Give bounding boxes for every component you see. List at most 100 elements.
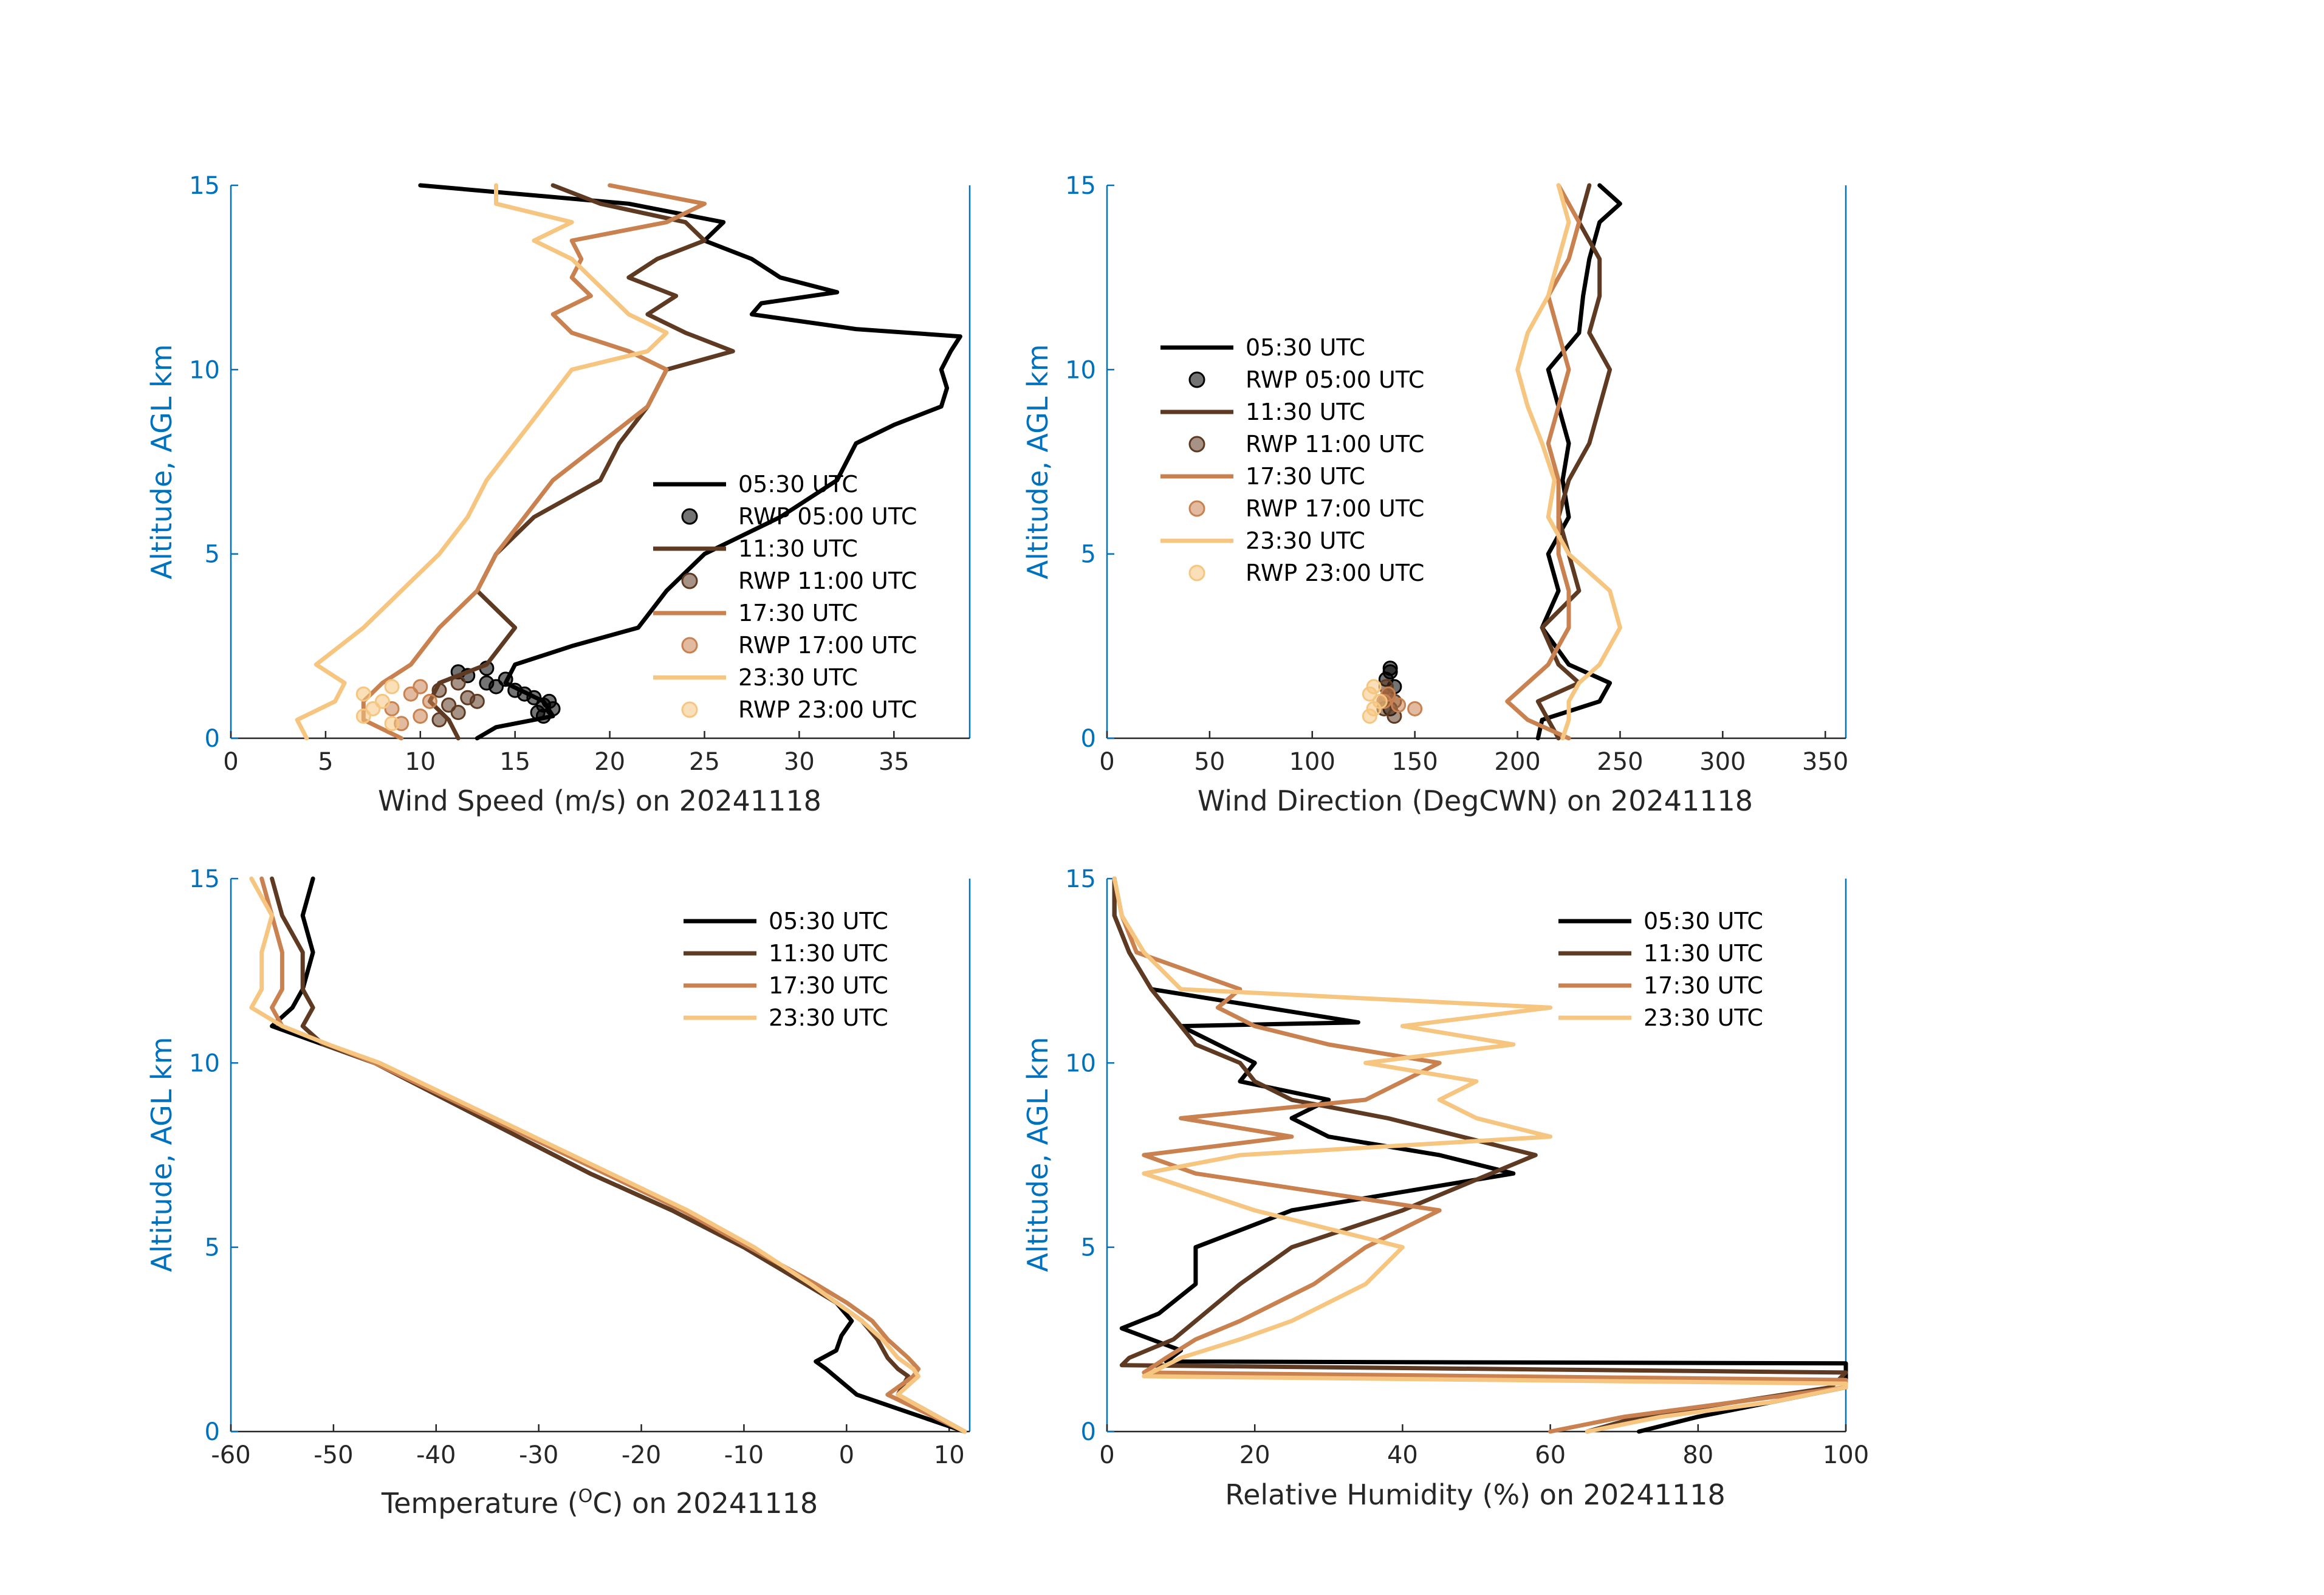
relative-humidity-legend: 05:30 UTC 11:30 UTC 17:30 UTC 23:30 UTC — [1558, 908, 1763, 1031]
temperature-xtick-label: 10 — [934, 1441, 965, 1469]
relative-humidity-legend-label: 17:30 UTC — [1644, 972, 1763, 999]
relative-humidity-series-line — [1112, 876, 1848, 1434]
wind-speed-legend-label: RWP 05:00 UTC — [738, 503, 917, 530]
temperature-ytick-label: 15 — [189, 865, 220, 893]
wind-speed-data-point — [507, 682, 523, 698]
temperature-ytick-label: 5 — [205, 1234, 220, 1262]
wind-direction-legend-marker — [1188, 500, 1205, 517]
wind-direction-ytick-label: 15 — [1065, 172, 1096, 200]
wind-direction-xtick-label: 0 — [1099, 748, 1114, 776]
temperature-xlabel-prefix: Temperature ( — [381, 1487, 578, 1520]
wind-direction-legend-marker — [1188, 436, 1205, 453]
wind-speed-xtick-label: 20 — [594, 748, 625, 776]
wind-speed-ylabel: Altitude, AGL km — [145, 344, 178, 579]
wind-speed-data-point — [541, 693, 557, 709]
wind-direction-xtick-label: 250 — [1597, 748, 1643, 776]
relative-humidity-series-line — [1112, 876, 1848, 1434]
wind-direction-ytick-label: 5 — [1081, 541, 1096, 569]
panel-relative-humidity-plot: 0 20 40 60 80 100 0 5 10 15 05:30 UTC 11:30 UTC 17:3… — [1065, 865, 1869, 1469]
wind-direction-xtick-label: 300 — [1699, 748, 1746, 776]
relative-humidity-ylabel: Altitude, AGL km — [1021, 1037, 1054, 1272]
panel-wind-speed-plot: 0 5 10 15 20 25 30 35 0 5 10 15 05:30 UTC RWP 05:00 U… — [189, 172, 971, 776]
relative-humidity-ytick-label: 15 — [1065, 865, 1096, 893]
temperature-legend-label: 17:30 UTC — [769, 972, 888, 999]
wind-speed-data-point — [422, 693, 437, 709]
wind-direction-legend-label: 23:30 UTC — [1246, 527, 1365, 554]
temperature-xtick-label: -30 — [519, 1441, 558, 1469]
temperature-series-line — [259, 876, 967, 1434]
relative-humidity-xtick-label: 40 — [1387, 1441, 1418, 1469]
wind-speed-data-point — [431, 682, 447, 698]
wind-speed-xtick-label: 15 — [499, 748, 530, 776]
wind-speed-legend-label: RWP 17:00 UTC — [738, 632, 917, 659]
relative-humidity-legend-label: 11:30 UTC — [1644, 940, 1763, 967]
wind-direction-xtick-label: 50 — [1194, 748, 1225, 776]
temperature-xtick-label: 0 — [839, 1441, 854, 1469]
wind-direction-legend-label: RWP 23:00 UTC — [1246, 560, 1424, 586]
wind-speed-data-point — [479, 675, 495, 691]
wind-speed-legend-marker — [681, 701, 698, 718]
wind-speed-data-point — [355, 686, 371, 702]
wind-speed-ytick-label: 10 — [189, 356, 220, 384]
relative-humidity-xtick-label: 100 — [1823, 1441, 1869, 1469]
wind-direction-series-line — [1535, 183, 1613, 741]
wind-speed-legend-marker — [681, 508, 698, 525]
wind-speed-series-line — [361, 183, 707, 741]
wind-speed-data-point — [413, 708, 428, 724]
temperature-xtick-label: -60 — [211, 1441, 250, 1469]
temperature-series-line — [249, 876, 967, 1434]
wind-speed-ytick-label: 5 — [205, 541, 220, 569]
relative-humidity-series-line — [1112, 876, 1848, 1434]
wind-speed-legend-label: RWP 11:00 UTC — [738, 568, 917, 594]
wind-speed-legend-marker — [681, 637, 698, 654]
temperature-xlabel: Temperature (OC) on 20241118 — [381, 1486, 818, 1520]
wind-speed-legend-label: RWP 23:00 UTC — [738, 696, 917, 723]
wind-direction-xtick-label: 350 — [1802, 748, 1848, 776]
wind-speed-data-point — [413, 679, 428, 695]
wind-speed-ytick-label: 0 — [205, 725, 220, 753]
wind-speed-data-point — [431, 712, 447, 728]
wind-speed-legend-label: 11:30 UTC — [738, 535, 858, 562]
wind-speed-series-line — [295, 183, 669, 741]
temperature-legend-label: 23:30 UTC — [769, 1004, 888, 1031]
relative-humidity-legend-label: 05:30 UTC — [1644, 908, 1763, 935]
wind-direction-legend-label: 11:30 UTC — [1246, 399, 1365, 425]
panel-wind-speed: 0 5 10 15 20 25 30 35 0 5 10 15 05:30 UTC RWP 05:00 U… — [145, 172, 971, 817]
panel-temperature: -60 -50 -40 -30 -20 -10 0 10 0 5 10 15 05:30 UTC 11:3… — [145, 865, 971, 1520]
wind-direction-legend-label: 17:30 UTC — [1246, 463, 1365, 490]
wind-speed-xlabel: Wind Speed (m/s) on 20241118 — [378, 784, 821, 817]
wind-speed-data-point — [498, 671, 513, 687]
wind-direction-xlabel: Wind Direction (DegCWN) on 20241118 — [1198, 784, 1753, 817]
wind-speed-xtick-label: 25 — [689, 748, 720, 776]
temperature-xlabel-suffix: C) on 20241118 — [592, 1487, 818, 1520]
wind-speed-series-line — [418, 183, 962, 741]
relative-humidity-xlabel: Relative Humidity (%) on 20241118 — [1225, 1478, 1726, 1511]
temperature-ytick-label: 0 — [205, 1418, 220, 1446]
wind-direction-legend-label: 05:30 UTC — [1246, 334, 1365, 361]
relative-humidity-series-line — [1112, 876, 1848, 1434]
temperature-xtick-label: -10 — [724, 1441, 764, 1469]
panel-wind-direction-plot: 0 50 100 150 200 250 300 350 0 5 10 15 05:30 UTC RWP … — [1065, 172, 1848, 776]
temperature-ylabel: Altitude, AGL km — [145, 1037, 178, 1272]
wind-direction-legend-marker — [1188, 564, 1205, 581]
wind-speed-data-point — [384, 679, 400, 695]
temperature-xtick-label: -20 — [622, 1441, 661, 1469]
wind-speed-xtick-label: 5 — [318, 748, 333, 776]
temperature-xlabel-superscript: O — [578, 1486, 593, 1507]
temperature-legend-label: 05:30 UTC — [769, 908, 888, 935]
wind-direction-series-line — [1515, 183, 1622, 741]
wind-direction-xtick-label: 200 — [1494, 748, 1540, 776]
relative-humidity-ytick-label: 0 — [1081, 1418, 1096, 1446]
wind-direction-legend-marker — [1188, 371, 1205, 388]
wind-speed-data-point — [460, 690, 476, 705]
wind-speed-xtick-label: 0 — [223, 748, 238, 776]
wind-speed-data-point — [441, 697, 457, 713]
wind-speed-legend: 05:30 UTC RWP 05:00 UTC 11:30 UTC RWP 11:00… — [653, 471, 917, 723]
wind-direction-data-point — [1366, 679, 1382, 695]
relative-humidity-ytick-label: 10 — [1065, 1049, 1096, 1077]
temperature-series-line — [270, 876, 967, 1434]
wind-direction-data-point — [1382, 660, 1398, 676]
wind-speed-legend-label: 05:30 UTC — [738, 471, 858, 498]
wind-direction-xtick-label: 100 — [1289, 748, 1335, 776]
